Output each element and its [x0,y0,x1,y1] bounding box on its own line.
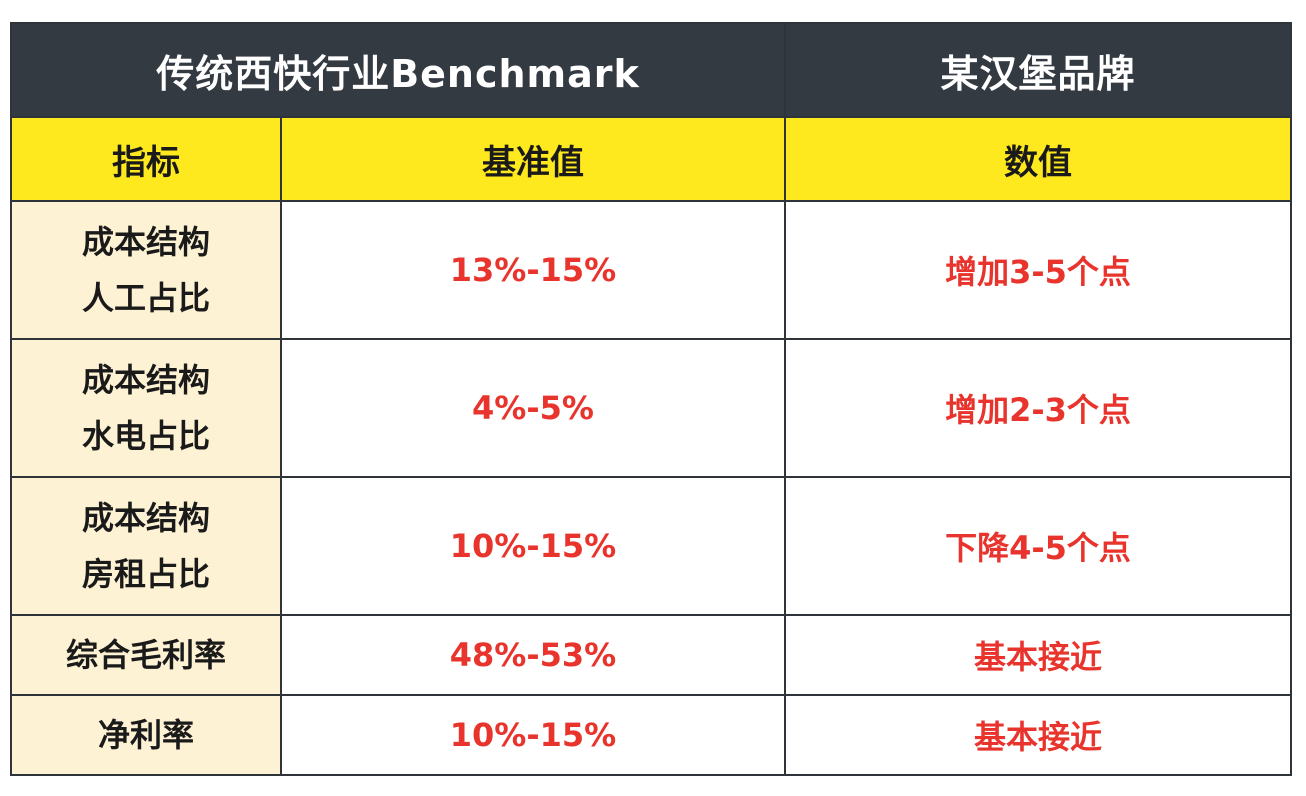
header-row: 传统西快行业Benchmark 某汉堡品牌 [10,22,1292,118]
metric-cell: 成本结构 人工占比 [10,200,282,340]
value-cell: 基本接近 [784,614,1292,696]
column-header-metric: 指标 [10,116,282,202]
metric-cell: 成本结构 水电占比 [10,338,282,478]
benchmark-table-container: 传统西快行业Benchmark 某汉堡品牌 指标 基准值 数值 成本结构 人工占… [10,22,1292,776]
benchmark-cell: 13%-15% [280,200,786,340]
header-right-title: 某汉堡品牌 [784,22,1292,118]
header-left-title: 传统西快行业Benchmark [10,22,786,118]
metric-label-line1: 成本结构 [81,223,210,261]
metric-cell: 净利率 [10,694,282,776]
table-row: 净利率 10%-15% 基本接近 [10,694,1292,776]
table-row: 成本结构 人工占比 13%-15% 增加3-5个点 [10,200,1292,340]
benchmark-cell: 48%-53% [280,614,786,696]
benchmark-cell: 4%-5% [280,338,786,478]
metric-label-line1: 成本结构 [81,361,210,399]
column-header-value: 数值 [784,116,1292,202]
benchmark-table: 传统西快行业Benchmark 某汉堡品牌 指标 基准值 数值 成本结构 人工占… [10,22,1292,776]
table-row: 综合毛利率 48%-53% 基本接近 [10,614,1292,696]
metric-label-line2: 水电占比 [81,417,210,455]
metric-label-line2: 人工占比 [81,279,210,317]
benchmark-cell: 10%-15% [280,476,786,616]
table-row: 成本结构 水电占比 4%-5% 增加2-3个点 [10,338,1292,478]
value-cell: 下降4-5个点 [784,476,1292,616]
metric-cell: 综合毛利率 [10,614,282,696]
benchmark-cell: 10%-15% [280,694,786,776]
table-row: 成本结构 房租占比 10%-15% 下降4-5个点 [10,476,1292,616]
metric-cell: 成本结构 房租占比 [10,476,282,616]
metric-label-line2: 房租占比 [81,555,210,593]
value-cell: 增加2-3个点 [784,338,1292,478]
value-cell: 基本接近 [784,694,1292,776]
value-cell: 增加3-5个点 [784,200,1292,340]
column-header-benchmark: 基准值 [280,116,786,202]
column-header-row: 指标 基准值 数值 [10,116,1292,202]
metric-label-line1: 成本结构 [81,499,210,537]
